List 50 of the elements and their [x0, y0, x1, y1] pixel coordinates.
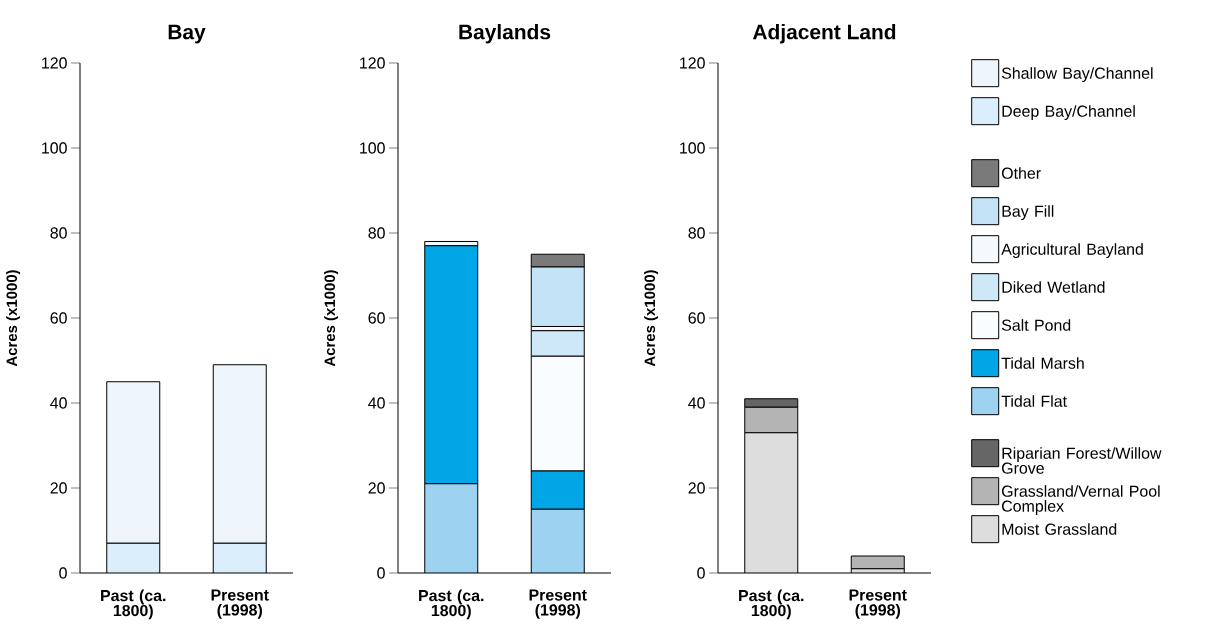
- legend-label: Grassland/Vernal Pool Complex: [1001, 485, 1160, 515]
- chart-title: Adjacent Land: [752, 24, 896, 44]
- legend-label: Agricultural Bayland: [1001, 243, 1143, 259]
- legend-label: Riparian Forest/Willow Grove: [1001, 447, 1162, 474]
- y-tick-label: 20: [50, 482, 67, 494]
- y-tick-label: 0: [59, 567, 67, 579]
- y-tick-label: 60: [50, 312, 67, 324]
- y-tick-label: 40: [50, 397, 67, 409]
- chart-title: Bay: [168, 24, 206, 44]
- y-tick-label: 80: [688, 227, 705, 239]
- x-tick-label: Present (1998): [529, 589, 587, 619]
- y-tick-label: 100: [680, 142, 705, 154]
- y-tick-label: 40: [688, 397, 705, 409]
- y-tick-label: 120: [680, 57, 705, 69]
- x-tick-label: Present (1998): [211, 589, 269, 619]
- y-axis-title: Acres (x1000): [644, 270, 659, 367]
- y-tick-label: 60: [368, 312, 385, 324]
- legend-label: Salt Pond: [1001, 319, 1071, 331]
- y-tick-label: 80: [50, 227, 67, 239]
- bar: [424, 483, 478, 573]
- x-tick-label: Past (ca. 1800): [739, 589, 804, 620]
- legend-label: Bay Fill: [1002, 205, 1054, 221]
- bar: [106, 543, 160, 573]
- legend-label: Diked Wetland: [1002, 281, 1105, 293]
- legend-label: Other: [1001, 167, 1041, 179]
- legend-label: Deep Bay/Channel: [1002, 105, 1135, 121]
- x-tick-label: Past (ca. 1800): [419, 589, 484, 620]
- chart-title: Baylands: [459, 24, 551, 44]
- legend-label: Tidal Flat: [1001, 395, 1067, 407]
- y-tick-label: 20: [368, 482, 385, 494]
- y-tick-label: 100: [42, 142, 67, 154]
- x-tick-label: Present (1998): [849, 589, 907, 619]
- bar: [530, 508, 585, 573]
- y-tick-label: 20: [688, 482, 705, 494]
- legend-label: Shallow Bay/Channel: [1001, 67, 1153, 83]
- legend-label: Moist Grassland: [1002, 523, 1117, 535]
- bar: [212, 542, 267, 573]
- x-tick-label: Past (ca. 1800): [101, 589, 166, 620]
- y-tick-label: 40: [368, 397, 385, 409]
- y-tick-label: 0: [697, 567, 705, 579]
- y-axis-title: Acres (x1000): [6, 270, 21, 367]
- y-tick-label: 0: [377, 567, 385, 579]
- y-axis-title: Acres (x1000): [324, 270, 339, 367]
- y-tick-label: 120: [360, 57, 385, 69]
- y-tick-label: 100: [360, 142, 385, 154]
- legend-label: Tidal Marsh: [1001, 357, 1084, 369]
- y-tick-label: 60: [688, 312, 705, 324]
- y-tick-label: 80: [368, 227, 385, 239]
- y-tick-label: 120: [42, 57, 67, 69]
- bar: [744, 432, 798, 573]
